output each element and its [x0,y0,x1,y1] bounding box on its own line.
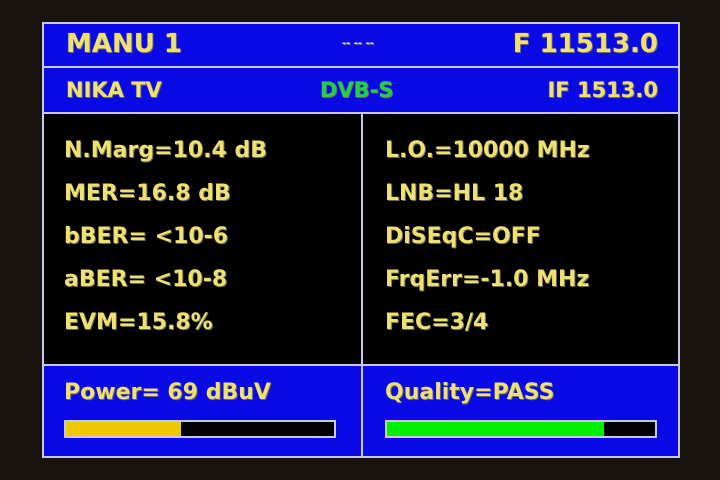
meter-screen: MANU 1 -- -- -- F 11513.0 NIKA TV DVB-S … [42,22,680,458]
dots-indicator: -- -- -- [342,38,374,49]
diseqc-value: DiSEqC=OFF [385,224,541,249]
quality-label: Quality=PASS [385,380,555,405]
if-frequency: IF 1513.0 [547,78,658,102]
quality-bar [385,420,657,438]
header-row-1: MANU 1 -- -- -- F 11513.0 [44,24,678,68]
power-bar [64,420,336,438]
header-row-2: NIKA TV DVB-S IF 1513.0 [44,68,678,114]
evm-value: EVM=15.8% [64,310,213,335]
mode-label: MANU 1 [66,29,183,59]
frequency-label: F 11513.0 [512,29,658,59]
column-divider [361,114,363,456]
frqerr-value: FrqErr=-1.0 MHz [385,267,590,292]
fec-value: FEC=3/4 [385,310,489,335]
bber-value: bBER= <10-6 [64,224,229,249]
nmarg-value: N.Marg=10.4 dB [64,138,267,163]
standard-label: DVB-S [320,78,394,102]
lnb-value: LNB=HL 18 [385,181,524,206]
power-bar-fill [66,422,182,436]
power-label: Power= 69 dBuV [64,380,271,405]
lo-value: L.O.=10000 MHz [385,138,590,163]
channel-name: NIKA TV [66,78,162,102]
mer-value: MER=16.8 dB [64,181,231,206]
quality-bar-fill [387,422,605,436]
aber-value: aBER= <10-8 [64,267,228,292]
